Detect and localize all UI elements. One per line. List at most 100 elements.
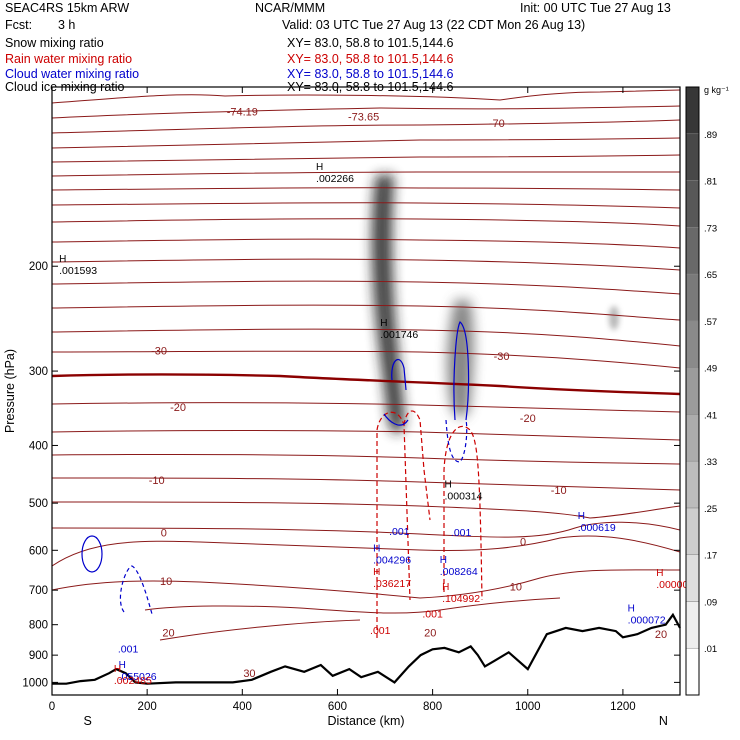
y-tick-label: 800 [29, 620, 48, 632]
colorbar-label: .25 [704, 504, 717, 515]
colorbar-label: .57 [704, 317, 717, 328]
extremum-value: .055026 [119, 671, 157, 683]
temperature-label: -10 [149, 475, 165, 487]
colorbar-bin [685, 180, 700, 228]
contour-value-label: .001 [389, 526, 410, 538]
extremum-value: .004296 [373, 554, 411, 566]
contour-value-label: .001 [422, 608, 443, 620]
field-xy-snow: XY= 83.0, 58.8 to 101.5,144.6 [287, 36, 454, 50]
colorbar-bin [685, 507, 700, 555]
extremum-value: .000072 [628, 614, 666, 626]
field-xy-rain: XY= 83.0, 58.8 to 101.5,144.6 [287, 52, 454, 66]
colorbar-unit: g kg⁻¹ [704, 85, 729, 95]
extremum-h-marker: H [380, 318, 387, 329]
y-tick-label: 900 [29, 650, 48, 662]
extremum-h-marker: H [316, 162, 323, 173]
forecast-value: 3 h [58, 18, 76, 32]
y-tick-label: 1000 [22, 677, 48, 689]
x-tick-label: 800 [423, 701, 442, 713]
x-tick-label: 1000 [515, 701, 541, 713]
colorbar-label: .89 [704, 130, 717, 141]
terrain-line [52, 612, 681, 685]
colorbar-bin [685, 133, 700, 181]
extremum-value: .036217 [373, 578, 411, 590]
temperature-label: 20 [162, 628, 174, 640]
colorbar: .01 .09 .17 .25 .33 .41 .49 .57 .65 .73 .81 .89 g kg… [685, 85, 729, 696]
temperature-label: 10 [510, 581, 522, 593]
temperature-label: 30 [243, 668, 255, 680]
temperature-contours [52, 89, 680, 641]
y-tick-label: 600 [29, 545, 48, 557]
temperature-label: 0 [161, 527, 167, 539]
extremum-h-marker: H [445, 480, 452, 491]
contour-labels: .001 .001 .001 .001 .001 [118, 526, 472, 655]
forecast-label: Fcst: [5, 18, 33, 32]
y-axis-label: Pressure (hPa) [3, 349, 17, 433]
colorbar-label: .09 [704, 597, 717, 608]
contour-value-label: .001 [370, 625, 391, 637]
temperature-label: -30 [494, 351, 510, 363]
y-tick-label: 300 [29, 366, 48, 378]
y-tick-label: 200 [29, 261, 48, 273]
colorbar-bin [685, 320, 700, 368]
x-tick-label: 200 [138, 701, 157, 713]
valid-time: Valid: 03 UTC Tue 27 Aug 13 (22 CDT Mon … [282, 18, 586, 32]
extremum-value: .001593 [59, 265, 97, 277]
y-tick-label: 700 [29, 585, 48, 597]
field-name-cloud-water: Cloud water mixing ratio [5, 67, 140, 81]
temperature-label: -20 [170, 402, 186, 414]
model-title: SEAC4RS 15km ARW [5, 1, 130, 15]
colorbar-label: .49 [704, 364, 717, 375]
temperature-label: 0 [520, 537, 526, 549]
colorbar-label: .33 [704, 457, 717, 468]
x-tick-label: 0 [49, 701, 55, 713]
temperature-label: 20 [424, 628, 436, 640]
colorbar-label: .81 [704, 177, 717, 188]
colorbar-bin [685, 86, 700, 135]
temperature-label: -73.65 [348, 111, 379, 123]
temperature-label: 20 [655, 629, 667, 641]
colorbar-bin [685, 554, 700, 602]
y-tick-label: 500 [29, 498, 48, 510]
extremum-h-marker: H [656, 568, 663, 579]
colorbar-label: .65 [704, 270, 717, 281]
y-tick-label: 400 [29, 440, 48, 452]
extremum-value: .002266 [316, 173, 354, 185]
field-xy-cloud-water: XY= 83.0, 58.8 to 101.5,144.6 [287, 67, 454, 81]
extremum-h-marker: H [628, 603, 635, 614]
axes: 0 200 400 600 800 1000 12002003004005006007008… [3, 87, 680, 728]
x-axis-label: Distance (km) [327, 714, 404, 728]
temperature-labels: -74.19 -73.65 -70 -30 -30 -20 -20 -10 -10 0 0 10 10 2… [149, 107, 667, 681]
colorbar-label: .73 [704, 223, 717, 234]
colorbar-label: .01 [704, 644, 717, 655]
extremum-h-marker: H [59, 254, 66, 265]
extremum-value: .002485 [114, 675, 152, 687]
extremum-value: .000619 [578, 522, 616, 534]
terrain [52, 612, 681, 685]
temperature-label: -10 [551, 485, 567, 497]
colorbar-frame [685, 86, 700, 696]
colorbar-bin [685, 460, 700, 509]
contour-value-label: .001 [451, 527, 472, 539]
x-tick-label: 400 [233, 701, 252, 713]
extremum-value: .001746 [380, 329, 418, 341]
extremum-h-marker: H [442, 582, 449, 593]
colorbar-label: .17 [704, 551, 717, 562]
extremum-h-marker: H [373, 567, 380, 578]
extremum-h-marker: H [373, 543, 380, 554]
colorbar-bin [685, 414, 700, 462]
extremum-value: .000000 [656, 579, 694, 591]
init-time: Init: 00 UTC Tue 27 Aug 13 [520, 1, 671, 15]
contour-value-label: .001 [118, 643, 139, 655]
rain-water-contours [376, 410, 483, 638]
org-label: NCAR/MMM [255, 1, 326, 15]
temperature-label: 10 [160, 576, 172, 588]
field-name-snow: Snow mixing ratio [5, 36, 104, 50]
extremum-h-marker: H [440, 555, 447, 566]
snow-ice-shading [371, 175, 619, 434]
temperature-label: -70 [489, 118, 505, 130]
x-end-label-north: N [659, 714, 668, 728]
x-tick-label: 600 [328, 701, 347, 713]
extremum-h-marker: H [578, 511, 585, 522]
